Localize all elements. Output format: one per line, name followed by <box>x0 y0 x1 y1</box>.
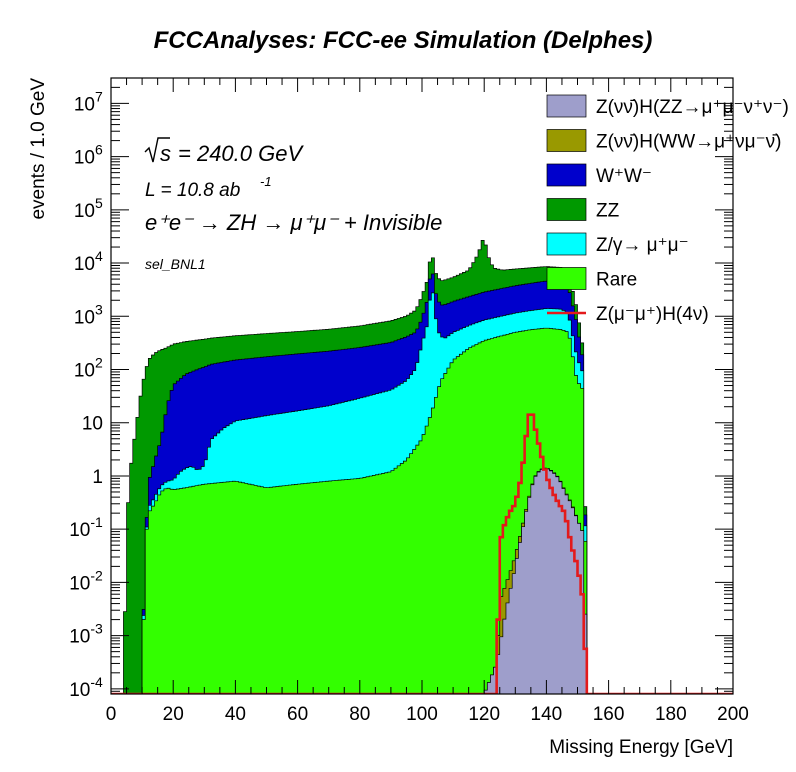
series-ZvvHZZ <box>111 468 733 694</box>
annotation-process: e⁺e⁻ → ZH → μ⁺μ⁻ + Invisible <box>145 210 442 235</box>
legend-swatch-Zgamma <box>546 232 587 256</box>
x-axis: 0 20 40 60 80 100 120 140 160 180 200 <box>106 78 749 725</box>
x-tick-label: 0 <box>106 704 117 725</box>
annotation-sqrt-s: s = 240.0 GeV <box>144 137 304 166</box>
legend-swatch-WW <box>546 163 587 187</box>
x-tick-label: 200 <box>717 704 749 725</box>
y-tick-label: 103 <box>74 301 103 328</box>
sqrt-s-value: = 240.0 GeV <box>178 141 304 166</box>
x-tick-label: 120 <box>468 704 500 725</box>
legend-label-Zgamma: Z/γ→ μ⁺μ⁻ <box>596 235 689 256</box>
y-tick-label: 104 <box>74 248 103 275</box>
legend-label-signal: Z(μ⁻μ⁺)H(4ν) <box>596 304 709 325</box>
y-tick-label: 10-3 <box>69 621 103 648</box>
legend-label-WW: W⁺W⁻ <box>596 166 652 187</box>
legend-swatch-Rare <box>546 267 587 290</box>
sqrt-s-s: s <box>160 141 171 166</box>
y-tick-label: 105 <box>74 195 103 222</box>
legend-label-ZZ: ZZ <box>596 201 620 222</box>
legend-swatch-ZZ <box>546 198 587 221</box>
y-tick-label: 10-4 <box>69 674 103 701</box>
y-tick-label: 1 <box>92 467 103 488</box>
y-axis: 10-4 10-3 10-2 10-1 1 10 102 103 104 105 106 107 <box>69 77 733 701</box>
y-tick-label: 10-2 <box>69 567 103 594</box>
annotation-lumi: L = 10.8 ab -1 <box>145 174 272 201</box>
sqrt-symbol <box>144 137 170 163</box>
y-tick-label: 106 <box>74 142 103 169</box>
x-tick-label: 40 <box>225 704 246 725</box>
y-tick-label: 107 <box>74 88 103 115</box>
y-tick-label: 10-1 <box>69 514 103 541</box>
legend-swatch-ZvvHZZ <box>546 94 587 118</box>
annotation-selection: sel_BNL1 <box>145 256 206 272</box>
x-tick-label: 60 <box>287 704 308 725</box>
x-tick-label: 140 <box>531 704 563 725</box>
legend-label-ZvvHZZ: Z(νν̄)H(ZZ→μ⁺μ⁻ν⁺ν⁻) <box>596 97 789 118</box>
x-tick-label: 180 <box>655 704 687 725</box>
legend-swatch-ZvvHWW <box>546 129 587 152</box>
x-axis-label: Missing Energy [GeV] <box>549 737 733 758</box>
lumi-text: L = 10.8 ab <box>145 180 240 201</box>
x-tick-label: 20 <box>163 704 184 725</box>
y-axis-label: events / 1.0 GeV <box>28 78 49 220</box>
y-tick-label: 10 <box>82 414 103 435</box>
x-tick-label: 160 <box>593 704 625 725</box>
x-tick-label: 100 <box>406 704 438 725</box>
x-tick-label: 80 <box>349 704 370 725</box>
chart-title: FCCAnalyses: FCC-ee Simulation (Delphes) <box>154 27 653 54</box>
legend-label-Rare: Rare <box>596 270 637 291</box>
y-tick-label: 102 <box>74 355 103 382</box>
legend: Z(νν̄)H(ZZ→μ⁺μ⁻ν⁺ν⁻) Z(νν̄)H(WW→μ⁺νμ⁻ν̄) W… <box>546 94 789 325</box>
stack-layer <box>111 240 733 694</box>
lumi-exponent: -1 <box>260 174 272 189</box>
legend-label-ZvvHWW: Z(νν̄)H(WW→μ⁺νμ⁻ν̄) <box>596 132 781 153</box>
